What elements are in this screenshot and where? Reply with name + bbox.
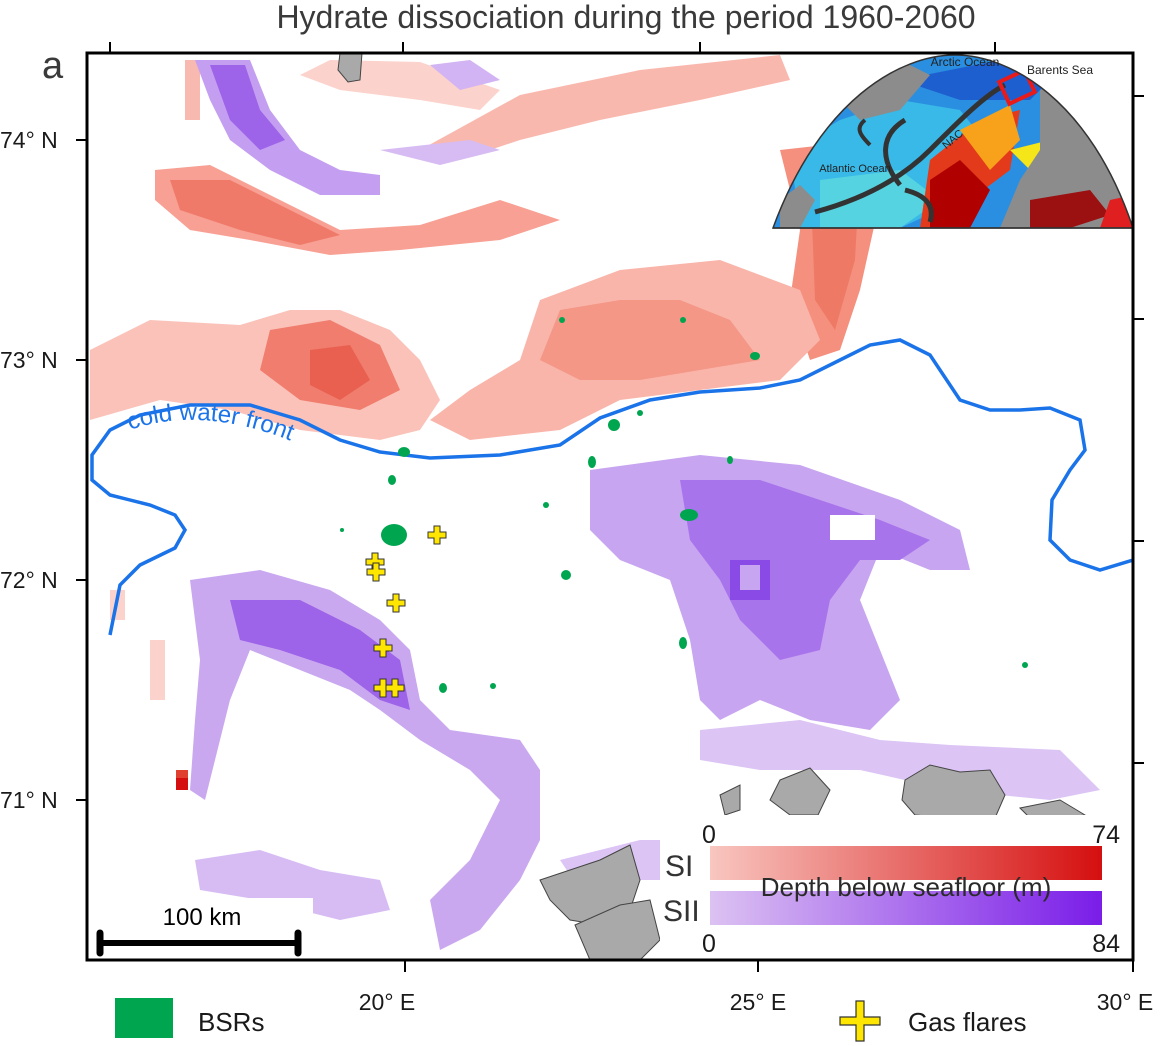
inset-label-arctic: Arctic Ocean bbox=[931, 55, 1000, 69]
bsr-patch bbox=[490, 683, 496, 689]
bsr-layer bbox=[340, 317, 1028, 693]
bsr-legend-swatch bbox=[115, 998, 173, 1038]
cold-water-front-line bbox=[90, 338, 1133, 636]
lon-label-25: 25° E bbox=[730, 989, 787, 1015]
si-max-label: 74 bbox=[1092, 821, 1120, 849]
sii-dissociation-layer bbox=[190, 60, 1100, 950]
inset-label-atlantic: Atlantic Ocean bbox=[819, 163, 891, 175]
gas-flare-marker bbox=[366, 562, 386, 582]
bsr-patch bbox=[727, 456, 733, 464]
panel-label: a bbox=[42, 45, 64, 87]
bsr-patch bbox=[398, 447, 410, 457]
bsr-patch bbox=[561, 570, 571, 580]
lat-label-71: 71° N bbox=[0, 787, 58, 813]
colorbar-title: Depth below seafloor (m) bbox=[761, 872, 1051, 902]
lat-label-72: 72° N bbox=[0, 567, 58, 593]
bsr-patch bbox=[381, 524, 407, 546]
sii-colorbar bbox=[710, 891, 1102, 925]
si-label: SI bbox=[665, 850, 693, 883]
sii-label: SII bbox=[663, 895, 700, 928]
gas-flare-marker bbox=[427, 525, 447, 545]
map-area: cold water front bbox=[87, 53, 1133, 960]
lat-label-74: 74° N bbox=[0, 127, 58, 153]
bsr-patch bbox=[559, 317, 565, 323]
bsr-patch bbox=[439, 683, 447, 693]
bsr-patch bbox=[637, 410, 643, 416]
gas-flare-marker bbox=[373, 638, 393, 658]
bsr-legend-label: BSRs bbox=[198, 1007, 264, 1037]
bsr-patch bbox=[588, 456, 596, 468]
lon-label-30: 30° E bbox=[1097, 989, 1154, 1015]
sii-min-label: 0 bbox=[702, 930, 716, 958]
si-min-label: 0 bbox=[702, 821, 716, 849]
tick-marks bbox=[76, 42, 1144, 972]
inset-label-barents: Barents Sea bbox=[1027, 63, 1093, 77]
scale-bar-label: 100 km bbox=[163, 904, 242, 931]
bsr-patch bbox=[608, 419, 620, 431]
map-frame bbox=[85, 51, 1135, 962]
bsr-patch bbox=[388, 475, 396, 485]
legend: BSRs Gas flares bbox=[115, 998, 1027, 1042]
si-colorbar bbox=[710, 846, 1102, 880]
gas-flare-marker bbox=[386, 593, 406, 613]
bsr-patch bbox=[543, 502, 549, 508]
lon-label-20: 20° E bbox=[359, 989, 416, 1015]
colorbar-legend: 0 74 SI SII Depth below seafloor (m) 0 8… bbox=[660, 815, 1133, 960]
land-layer bbox=[337, 53, 1087, 960]
bsr-patch bbox=[340, 528, 344, 532]
gas-flare-marker bbox=[385, 678, 405, 698]
figure-title: Hydrate dissociation during the period 1… bbox=[276, 0, 975, 35]
gas-flares-layer bbox=[365, 525, 447, 698]
bsr-patch bbox=[680, 509, 698, 521]
gas-flare-legend-label: Gas flares bbox=[908, 1007, 1027, 1037]
bsr-patch bbox=[750, 352, 760, 360]
bsr-patch bbox=[680, 317, 686, 323]
lat-label-73: 73° N bbox=[0, 347, 58, 373]
bsr-patch bbox=[1022, 662, 1028, 668]
scale-bar: 100 km bbox=[88, 898, 313, 958]
gas-flare-legend-icon bbox=[839, 1000, 881, 1042]
bsr-patch bbox=[679, 637, 687, 649]
sii-max-label: 84 bbox=[1092, 930, 1120, 958]
